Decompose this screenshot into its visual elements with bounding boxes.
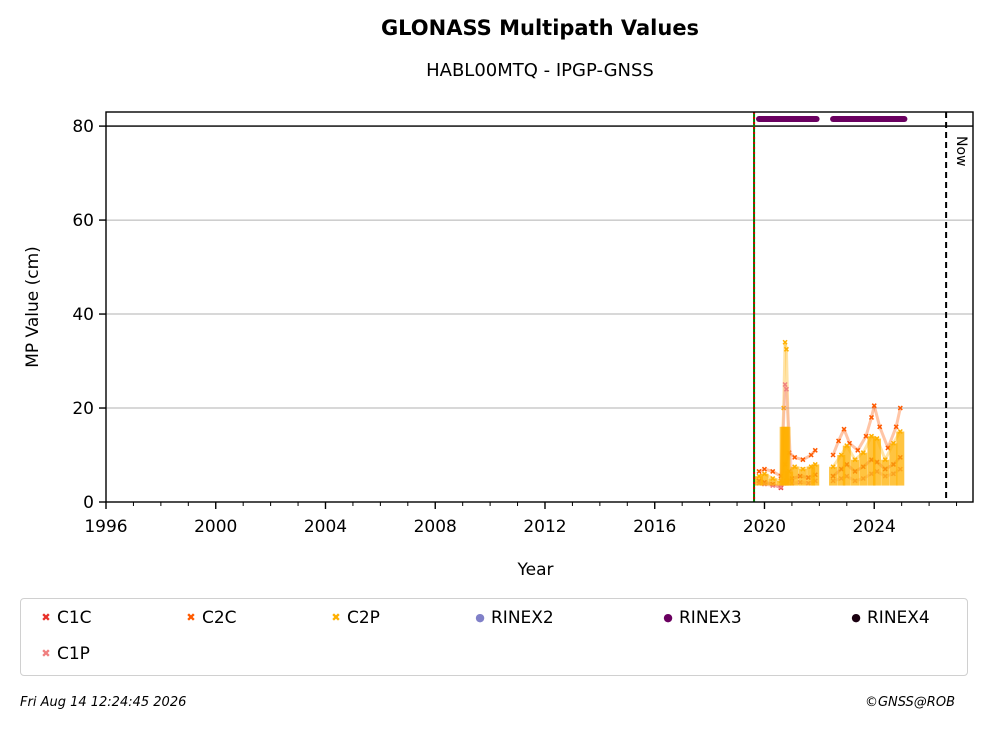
x-tick-label: 2016	[633, 517, 676, 537]
data-point-c2c	[812, 447, 818, 453]
c2p-density	[782, 426, 791, 486]
data-point-c2c	[897, 405, 903, 411]
x-tick-label: 2024	[853, 517, 896, 537]
y-axis-label: MP Value (cm)	[23, 246, 43, 368]
data-point-c2c	[792, 454, 798, 460]
c2p-density	[807, 466, 816, 486]
c2p-density	[798, 469, 807, 486]
c2p-density	[760, 473, 769, 486]
series-band-c2p	[782, 342, 787, 409]
data-point-c2c	[761, 466, 768, 472]
x-tick-label: 2012	[523, 517, 566, 537]
c2p-density	[837, 455, 846, 486]
legend-label: C2C	[202, 608, 237, 628]
plot-frame	[105, 111, 974, 503]
c2p-density	[896, 431, 905, 486]
series-band-c2c	[831, 440, 840, 456]
series-band-c2c	[870, 405, 876, 418]
legend-marker: ✖	[41, 611, 51, 624]
c2p-density	[829, 466, 838, 486]
c2p-density	[867, 436, 876, 486]
data-point-c2c	[836, 438, 842, 444]
x-tick-label: 2020	[743, 517, 786, 537]
data-point-c2p	[781, 405, 787, 411]
data-point-c1p	[782, 381, 788, 388]
x-axis-label: Year	[517, 560, 554, 580]
series-band-c2c	[878, 426, 890, 449]
legend-marker: ✖	[331, 611, 341, 624]
chart-title: GLONASS Multipath Values	[380, 16, 700, 40]
chart-subtitle: HABL00MTQ - IPGP-GNSS	[426, 60, 654, 81]
x-tick-label: 2000	[194, 517, 237, 537]
multipath-chart: Now 1996 2000 2004 2008 2012 2016 2020 2024 0 20 4…	[23, 111, 974, 580]
c2p-density	[790, 466, 799, 486]
legend-label: RINEX4	[867, 608, 930, 628]
series-band-c2c	[886, 426, 898, 449]
legend-marker: ●	[663, 611, 673, 624]
data-point-c2c	[868, 414, 875, 420]
data-point-c2c	[808, 452, 814, 458]
series-band-c1p	[772, 484, 782, 489]
c2p-density	[754, 476, 763, 486]
data-point-c2p	[782, 339, 788, 345]
series-band-c2c	[872, 405, 882, 428]
c2p-density	[768, 478, 777, 486]
series-band-c2c	[842, 428, 851, 444]
legend-label: C2P	[347, 608, 380, 628]
series-band-c2c	[864, 417, 873, 437]
x-tick-label: 1996	[84, 517, 127, 537]
data-point-c2c	[863, 433, 869, 439]
legend: ✖ C1C ✖ C2C ✖ C2P ● RINEX2 ● RINEX3 ● RINEX4 ✖ C1P	[20, 598, 968, 676]
data-point-c2c	[770, 468, 776, 474]
c2p-density	[889, 443, 898, 486]
data-point-c2c	[855, 447, 861, 453]
legend-label: RINEX2	[491, 608, 554, 628]
data-point-c2c	[885, 445, 891, 451]
legend-marker: ✖	[186, 611, 196, 624]
data-point-c2c	[800, 457, 806, 463]
y-tick-label: 60	[72, 211, 94, 231]
x-tick-label: 2004	[304, 517, 347, 537]
data-point-c1p	[778, 484, 784, 490]
c2p-density	[881, 459, 890, 486]
data-point-c2c	[871, 403, 877, 409]
y-tick-label: 0	[83, 493, 94, 513]
series-band-c2c	[894, 407, 902, 428]
y-tick-label: 40	[72, 305, 94, 325]
legend-label: RINEX3	[679, 608, 742, 628]
c2p-density	[842, 445, 851, 486]
y-tick-label: 80	[72, 117, 94, 137]
legend-marker: ●	[851, 611, 861, 624]
data-point-c2c	[756, 468, 762, 474]
legend-marker: ✖	[41, 647, 51, 660]
c2p-density	[811, 464, 820, 486]
data-point-c2p	[783, 346, 789, 352]
x-tick-label: 2008	[414, 517, 457, 537]
y-tick-label: 20	[72, 399, 94, 419]
data-point-c2c	[893, 424, 899, 430]
c2p-density	[859, 452, 868, 486]
legend-label: C1C	[57, 608, 92, 628]
data-point-c2c	[830, 452, 836, 458]
c2p-density	[785, 471, 794, 486]
legend-marker: ●	[475, 611, 485, 624]
legend-label: C1P	[57, 644, 90, 664]
now-label: Now	[953, 136, 969, 167]
credit: ©GNSS@ROB	[864, 695, 955, 710]
data-point-c1p	[783, 386, 789, 392]
timestamp: Fri Aug 14 12:24:45 2026	[20, 695, 187, 710]
c2p-density	[851, 459, 860, 486]
data-point-c2c	[841, 426, 847, 432]
data-point-c2c	[877, 424, 883, 430]
c2p-density	[872, 438, 881, 486]
